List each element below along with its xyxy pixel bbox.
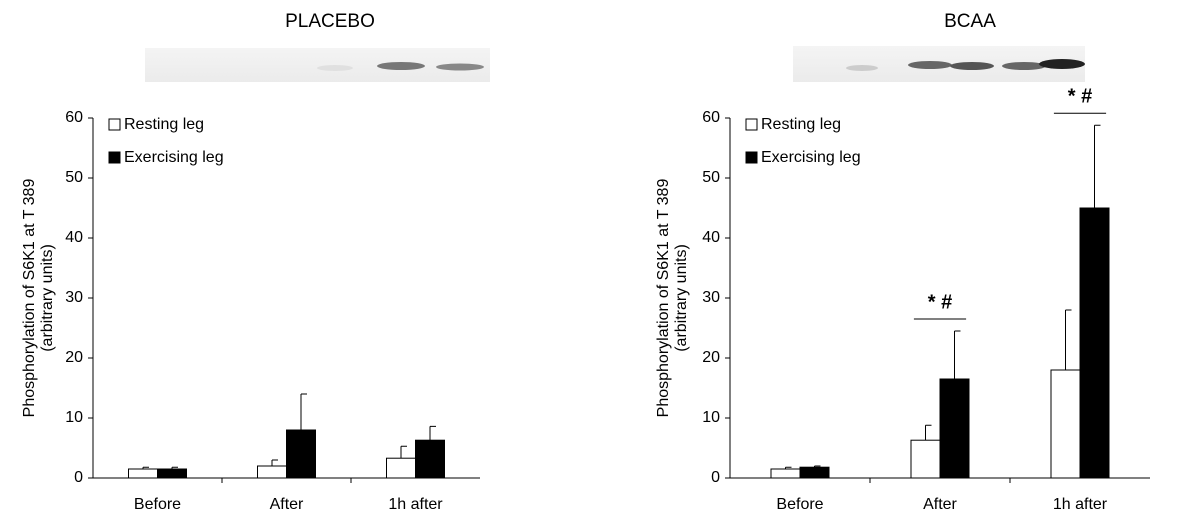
- x-tick-label: 1h after: [1053, 496, 1108, 513]
- annotation: * #: [1068, 85, 1092, 107]
- y-tick-label: 60: [65, 109, 83, 126]
- error-bar: [955, 331, 961, 379]
- bar: [129, 469, 158, 478]
- legend-swatch: [746, 152, 757, 163]
- y-tick-label: 20: [65, 349, 83, 366]
- error-bar: [401, 446, 407, 458]
- x-tick-label: After: [270, 496, 304, 513]
- y-axis-label: (arbitrary units): [673, 244, 690, 352]
- blot-bcaa: [793, 46, 1085, 82]
- y-tick-label: 0: [711, 469, 720, 486]
- chart-title: BCAA: [944, 11, 996, 32]
- x-tick-label: 1h after: [388, 496, 443, 513]
- legend-label: Resting leg: [761, 116, 841, 133]
- error-bar: [430, 426, 436, 440]
- bar: [416, 440, 445, 478]
- bar: [911, 440, 940, 478]
- bar: [800, 467, 829, 478]
- y-axis-label: Phosphorylation of S6K1 at T 389: [655, 179, 672, 418]
- y-tick-label: 50: [65, 169, 83, 186]
- x-tick-label: Before: [134, 496, 181, 513]
- y-tick-label: 30: [702, 289, 720, 306]
- annotation: * #: [928, 291, 952, 313]
- legend-swatch: [109, 119, 120, 130]
- y-tick-label: 10: [702, 409, 720, 426]
- legend-label: Resting leg: [124, 116, 204, 133]
- y-tick-label: 40: [702, 229, 720, 246]
- legend-swatch: [746, 119, 757, 130]
- chart-title: PLACEBO: [285, 11, 375, 32]
- bar: [771, 469, 800, 478]
- error-bar: [1066, 310, 1072, 370]
- y-tick-label: 20: [702, 349, 720, 366]
- bar: [1080, 208, 1109, 478]
- bar: [287, 430, 316, 478]
- y-tick-label: 10: [65, 409, 83, 426]
- error-bar: [1095, 125, 1101, 208]
- blot-placebo: [145, 48, 490, 82]
- y-axis-label: (arbitrary units): [39, 244, 56, 352]
- legend-label: Exercising leg: [124, 149, 224, 166]
- y-tick-label: 0: [74, 469, 83, 486]
- bar: [387, 458, 416, 478]
- bar: [258, 466, 287, 478]
- y-tick-label: 40: [65, 229, 83, 246]
- y-tick-label: 60: [702, 109, 720, 126]
- y-tick-label: 30: [65, 289, 83, 306]
- x-tick-label: Before: [776, 496, 823, 513]
- figure: PLACEBOPhosphorylation of S6K1 at T 389(…: [0, 0, 1181, 522]
- bar: [158, 469, 187, 478]
- bar: [940, 379, 969, 478]
- legend-swatch: [109, 152, 120, 163]
- y-axis-label: Phosphorylation of S6K1 at T 389: [21, 179, 38, 418]
- x-tick-label: After: [923, 496, 957, 513]
- error-bar: [926, 425, 932, 440]
- error-bar: [272, 460, 278, 466]
- bar: [1051, 370, 1080, 478]
- error-bar: [301, 394, 307, 430]
- y-tick-label: 50: [702, 169, 720, 186]
- legend-label: Exercising leg: [761, 149, 861, 166]
